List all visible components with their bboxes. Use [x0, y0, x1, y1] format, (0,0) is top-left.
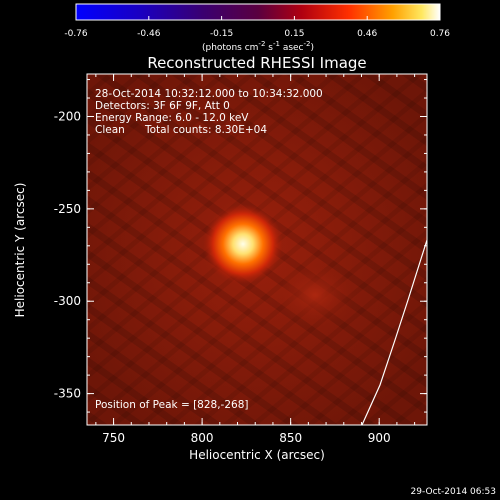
- colorbar-tick-label: 0.46: [357, 29, 377, 39]
- x-axis-ticks: 750 800 850 900: [95, 74, 416, 445]
- plot-title: Reconstructed RHESSI Image: [147, 54, 366, 72]
- colorbar-tick-label: -0.15: [210, 29, 233, 39]
- y-tick-label: -200: [54, 109, 81, 123]
- colorbar-units: (photons cm-2 s-1 asec-2): [202, 40, 314, 53]
- y-axis-ticks: -200 -250 -300 -350: [54, 79, 427, 413]
- footer-timestamp: 29-Oct-2014 06:53: [411, 487, 496, 497]
- solar-image: [87, 74, 427, 425]
- secondary-source: [275, 263, 355, 327]
- info-annotations: 28-Oct-2014 10:32:12.000 to 10:34:32.000…: [95, 88, 323, 411]
- peak-source: [203, 204, 283, 284]
- y-tick-label: -250: [54, 202, 81, 216]
- colorbar-tick-label: 0.15: [284, 29, 304, 39]
- peak-position-text: Position of Peak = [828,-268]: [95, 399, 249, 411]
- clean-text: Clean: [95, 124, 125, 136]
- total-counts-text: Total counts: 8.30E+04: [144, 124, 267, 136]
- colorbar-ticks: -0.76 -0.46 -0.15 0.15 0.46 0.76: [64, 16, 450, 39]
- plot-frame: [86, 73, 428, 426]
- colorbar-tick-label: -0.76: [64, 29, 88, 39]
- x-axis-label: Heliocentric X (arcsec): [189, 448, 325, 462]
- y-tick-label: -350: [54, 387, 81, 401]
- colorbar-tick-label: 0.76: [430, 29, 450, 39]
- y-axis-label: Heliocentric Y (arcsec): [13, 183, 27, 318]
- x-tick-label: 900: [368, 431, 391, 445]
- energy-range-text: Energy Range: 6.0 - 12.0 keV: [95, 112, 249, 124]
- colorbar-tick-label: -0.46: [137, 29, 161, 39]
- x-tick-label: 850: [279, 431, 302, 445]
- colorbar: -0.76 -0.46 -0.15 0.15 0.46 0.76 (photons cm-…: [64, 3, 450, 53]
- detectors-text: Detectors: 3F 6F 9F, Att 0: [95, 100, 230, 112]
- y-tick-label: -300: [54, 294, 81, 308]
- x-tick-label: 800: [191, 431, 214, 445]
- x-tick-label: 750: [102, 431, 125, 445]
- time-range-text: 28-Oct-2014 10:32:12.000 to 10:34:32.000: [95, 88, 323, 100]
- colorbar-gradient: [75, 3, 441, 21]
- solar-limb-line: [361, 239, 427, 425]
